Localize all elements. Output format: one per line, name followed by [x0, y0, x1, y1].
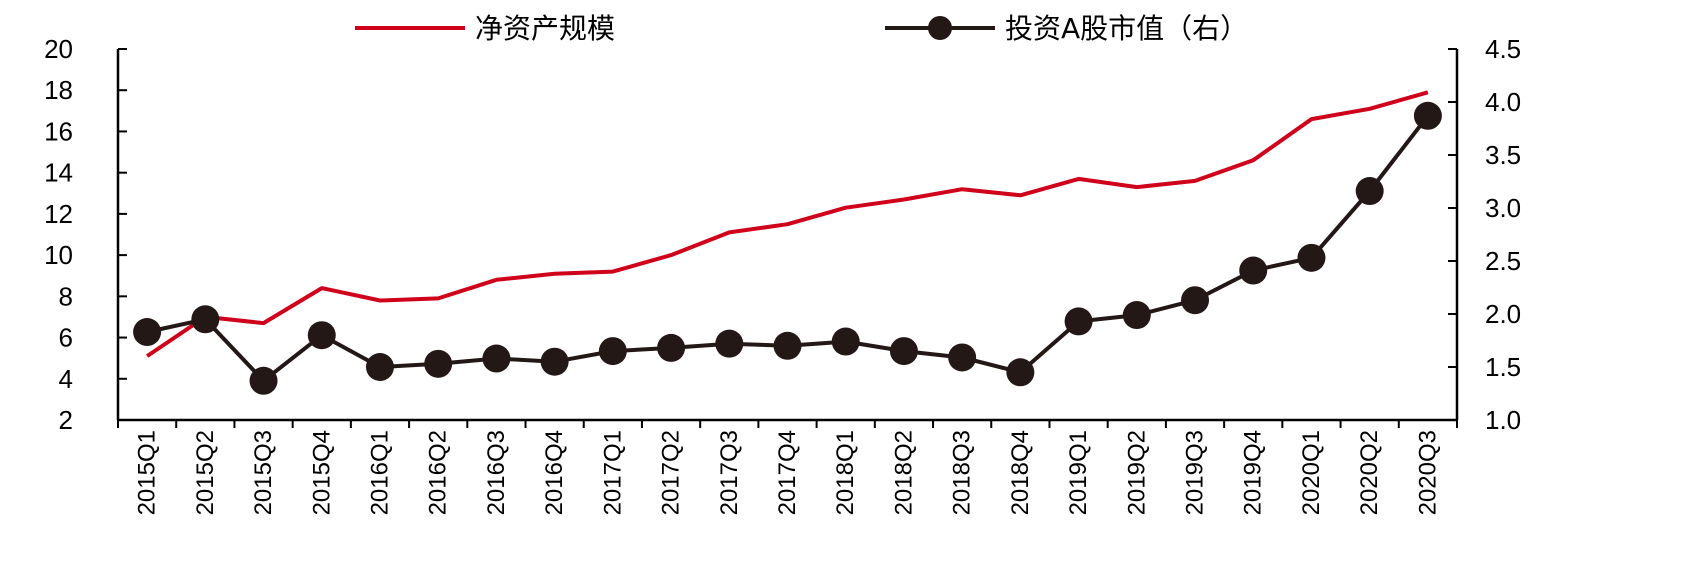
x-tick-label: 2019Q4	[1240, 430, 1267, 515]
series-point-1	[424, 349, 453, 378]
series-point-1	[1413, 101, 1442, 130]
x-tick-label: 2015Q1	[134, 430, 161, 515]
y-left-tick-label: 10	[44, 240, 73, 270]
series-point-1	[1239, 256, 1268, 285]
legend-label-net-assets: 净资产规模	[475, 12, 615, 45]
y-right-tick-label: 4.5	[1485, 34, 1521, 64]
y-left-tick-label: 14	[44, 158, 73, 188]
x-tick-label: 2018Q2	[890, 430, 917, 515]
x-tick-label: 2016Q3	[483, 430, 510, 515]
series-point-1	[1006, 358, 1035, 387]
series-point-1	[249, 366, 278, 395]
y-left-tick-label: 2	[59, 405, 73, 435]
y-left-tick-label: 8	[59, 281, 73, 311]
x-tick-label: 2019Q1	[1065, 430, 1092, 515]
x-tick-label: 2016Q4	[541, 430, 568, 515]
series-point-1	[482, 344, 511, 373]
series-point-1	[1355, 177, 1384, 206]
x-tick-label: 2020Q3	[1414, 430, 1441, 515]
series-point-1	[1122, 301, 1151, 330]
series-point-1	[1181, 286, 1210, 315]
series-point-1	[715, 329, 744, 358]
y-left-tick-label: 16	[44, 116, 73, 146]
series-point-1	[307, 321, 336, 350]
series-point-1	[365, 353, 394, 381]
series-point-1	[948, 343, 977, 372]
axes: 2 4 6 8 10 12 14 16 18 20 1.0 1.5 2.0 2.5 3.0 3.5 4.0 4.5…	[44, 34, 1521, 515]
x-tick-label: 2020Q1	[1298, 430, 1325, 515]
series-point-1	[773, 331, 802, 360]
series-point-1	[133, 318, 162, 347]
x-tick-label: 2016Q2	[425, 430, 452, 515]
x-tick-label: 2017Q3	[716, 430, 743, 515]
x-tick-label: 2016Q1	[366, 430, 393, 515]
legend: 净资产规模 投资A股市值（右）	[355, 12, 1248, 45]
y-right-tick-label: 3.5	[1485, 140, 1521, 170]
x-tick-label: 2018Q1	[832, 430, 859, 515]
y-left-tick-label: 20	[44, 34, 73, 64]
y-right-tick-label: 4.0	[1485, 87, 1521, 117]
y-right-tick-label: 3.0	[1485, 193, 1521, 223]
x-tick-label: 2015Q2	[192, 430, 219, 515]
series-point-1	[1297, 243, 1326, 272]
x-tick-label: 2019Q2	[1123, 430, 1150, 515]
y-right-tick-label: 1.5	[1485, 352, 1521, 382]
series-line-0	[145, 90, 1429, 358]
x-tick-label: 2017Q1	[599, 430, 626, 515]
x-tick-label: 2018Q3	[949, 430, 976, 515]
x-tick-label: 2015Q3	[250, 430, 277, 515]
y-right-tick-label: 1.0	[1485, 405, 1521, 435]
x-tick-label: 2015Q4	[308, 430, 335, 515]
series-point-1	[598, 337, 627, 366]
y-left-tick-label: 18	[44, 75, 73, 105]
legend-marker-a-share	[928, 16, 952, 40]
series-point-1	[657, 333, 686, 362]
y-left-tick-label: 6	[59, 323, 73, 353]
series-point-1	[191, 305, 220, 334]
x-tick-label: 2019Q3	[1182, 430, 1209, 515]
x-tick-label: 2017Q4	[774, 430, 801, 515]
x-tick-label: 2018Q4	[1007, 430, 1034, 515]
x-tick-label: 2020Q2	[1356, 430, 1383, 515]
x-tick-label: 2017Q2	[658, 430, 685, 515]
series-point-1	[1064, 307, 1093, 336]
y-right-tick-label: 2.5	[1485, 246, 1521, 276]
series-point-1	[831, 327, 860, 356]
series-point-1	[889, 337, 918, 366]
y-left-tick-label: 12	[44, 199, 73, 229]
y-left-tick-label: 4	[59, 364, 73, 394]
legend-label-a-share: 投资A股市值（右）	[1005, 12, 1248, 45]
series-point-1	[540, 347, 569, 376]
y-right-tick-label: 2.0	[1485, 299, 1521, 329]
series-layer	[133, 90, 1442, 395]
